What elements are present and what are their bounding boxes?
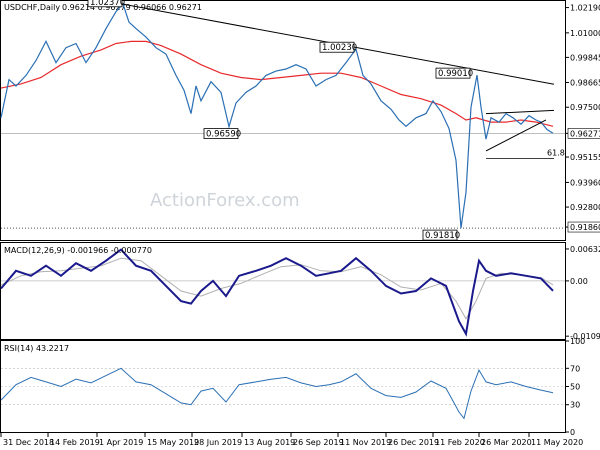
price-tick-label: 0.93960 — [570, 178, 600, 187]
rsi-tick-label: 50 — [570, 383, 580, 392]
price-tick-label: 0.92800 — [570, 203, 600, 212]
level-label-0.96590: 0.96590 — [206, 130, 241, 140]
x-tick-label: 26 Sep 2019 — [293, 438, 344, 447]
rsi-line — [0, 367, 554, 420]
rsi-tick-label: 0 — [570, 428, 575, 437]
watermark: ActionForex.com — [150, 190, 300, 211]
rsi-tick-label: 30 — [570, 401, 580, 410]
macd-tick-label: -0.010939 — [570, 332, 600, 341]
rsi-path — [0, 367, 554, 420]
trendlines: 61.8 — [120, 3, 565, 159]
macd-panel-frame — [0, 242, 566, 340]
rsi-y-axis: 100 70 50 30 0 — [565, 337, 585, 437]
price-tick-label: 0.91860 — [570, 223, 600, 232]
price-tick-label: 0.97500 — [570, 103, 600, 112]
x-tick-label: 11 Nov 2019 — [340, 438, 391, 447]
fib-618-label: 61.8 — [547, 149, 565, 158]
price-series-line — [0, 2, 554, 229]
price-tick-label: 0.95155 — [570, 153, 600, 162]
level-box-0.91810 — [422, 229, 458, 241]
price-tick-label: 0.99845 — [570, 53, 600, 62]
rsi-level-lines — [1, 367, 565, 406]
level-box-1.00230 — [319, 41, 355, 53]
macd-line — [0, 248, 554, 337]
chart-symbol: USDCHF,Daily — [4, 3, 60, 12]
price-tick-box — [567, 221, 600, 233]
rsi-tick-label: 70 — [570, 364, 580, 373]
trendline-3 — [485, 109, 555, 115]
price-level-labels: 1.02370 1.00230 0.99010 0.96590 0.91810 — [87, 0, 473, 241]
chart-ohlc: 0.96214 0.96279 0.96066 0.96271 — [62, 3, 202, 12]
macd-y-axis: 0.006321 0.00 -0.010939 — [565, 245, 600, 341]
price-tick-label: 1.02190 — [570, 4, 600, 13]
x-tick-label: 28 Jun 2019 — [194, 438, 242, 447]
price-tick-box — [567, 128, 600, 139]
x-tick-label: 15 May 2019 — [147, 438, 199, 447]
price-panel-frame — [0, 0, 566, 241]
x-tick-label: 26 Mar 2020 — [481, 438, 532, 447]
level-label-0.91810: 0.91810 — [425, 231, 460, 241]
x-tick-label: 11 May 2020 — [531, 438, 583, 447]
rsi-tick-label: 100 — [570, 337, 585, 346]
x-tick-label: 13 Aug 2019 — [244, 438, 295, 447]
rsi-title: RSI(14) 43.2217 — [4, 344, 69, 353]
price-tick-label: 0.96271 — [570, 129, 600, 138]
price-grid — [1, 133, 565, 229]
level-label-0.99010: 0.99010 — [438, 69, 473, 79]
price-tick-label: 0.98665 — [570, 78, 600, 87]
level-box-0.96590 — [203, 128, 239, 139]
price-path — [0, 2, 554, 229]
macd-path — [0, 248, 554, 337]
macd-tick-label: 0.00 — [570, 277, 588, 286]
macd-tick-label: 0.006321 — [570, 245, 600, 254]
x-tick-label: 1 Apr 2019 — [99, 438, 143, 447]
trendline-2 — [485, 119, 547, 152]
x-tick-label: 14 Feb 2019 — [50, 438, 100, 447]
x-tick-label: 11 Feb 2020 — [435, 438, 485, 447]
level-label-1.00230: 1.00230 — [322, 43, 357, 53]
x-tick-label: 26 Dec 2019 — [388, 438, 439, 447]
level-box-1.02370 — [87, 0, 123, 8]
level-box-0.99010 — [435, 67, 471, 79]
price-tick-label: 1.01000 — [570, 29, 600, 38]
level-label-1.02370: 1.02370 — [90, 0, 125, 8]
moving-average-path — [0, 40, 554, 127]
moving-average-line — [0, 40, 554, 127]
price-y-axis: 1.02190 1.01000 0.99845 0.98665 0.97500 0.962… — [565, 4, 600, 233]
x-tick-label: 31 Dec 2018 — [3, 438, 54, 447]
macd-title: MACD(12,26,9) -0.001966 -0.000770 — [4, 246, 152, 255]
